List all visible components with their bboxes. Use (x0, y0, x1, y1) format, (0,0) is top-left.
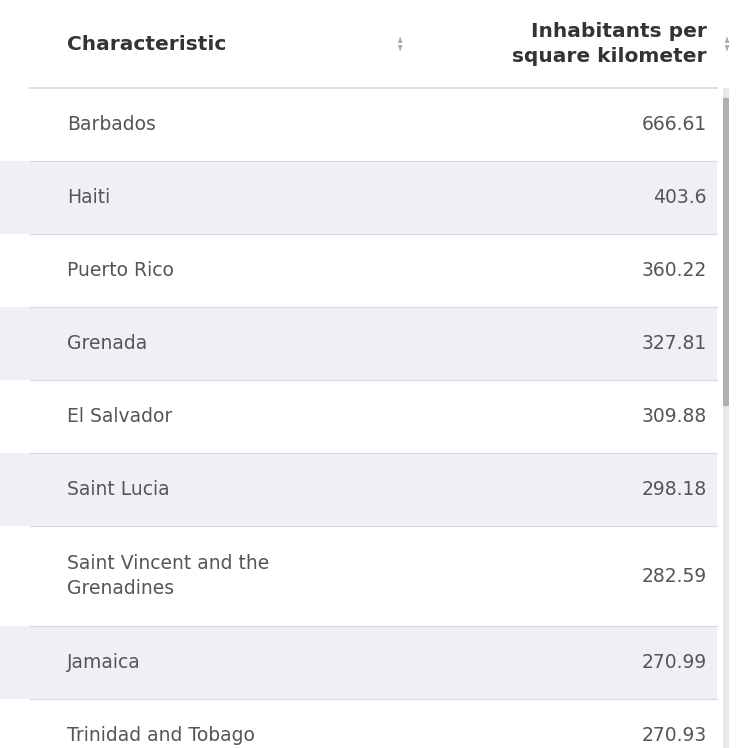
Bar (723, 88, 729, 748)
Bar (0, 699, 717, 748)
Bar (0, 626, 717, 699)
Bar (0, 380, 717, 453)
Text: 270.99: 270.99 (642, 653, 707, 672)
Bar (0, 88, 717, 161)
Text: Trinidad and Tobago: Trinidad and Tobago (67, 726, 255, 745)
Bar (0, 307, 717, 380)
Bar (0, 453, 717, 526)
Text: 309.88: 309.88 (642, 407, 707, 426)
Text: El Salvador: El Salvador (67, 407, 173, 426)
Text: Saint Vincent and the
Grenadines: Saint Vincent and the Grenadines (67, 554, 269, 598)
Bar (0, 161, 717, 234)
Text: 270.93: 270.93 (642, 726, 707, 745)
Text: Grenada: Grenada (67, 334, 147, 353)
Text: 403.6: 403.6 (653, 188, 707, 207)
Text: 327.81: 327.81 (642, 334, 707, 353)
Text: Barbados: Barbados (67, 115, 156, 134)
Bar (0, 526, 717, 626)
Text: Characteristic: Characteristic (67, 34, 227, 54)
Text: 666.61: 666.61 (642, 115, 707, 134)
Bar (0, 234, 717, 307)
Text: 360.22: 360.22 (642, 261, 707, 280)
Text: Saint Lucia: Saint Lucia (67, 480, 170, 499)
Text: Jamaica: Jamaica (67, 653, 141, 672)
Bar (0, 0, 748, 88)
Text: Inhabitants per
square kilometer: Inhabitants per square kilometer (512, 22, 707, 66)
Bar (723, 98, 729, 406)
Text: 298.18: 298.18 (642, 480, 707, 499)
Text: Haiti: Haiti (67, 188, 111, 207)
Text: Puerto Rico: Puerto Rico (67, 261, 174, 280)
Text: 282.59: 282.59 (642, 566, 707, 586)
